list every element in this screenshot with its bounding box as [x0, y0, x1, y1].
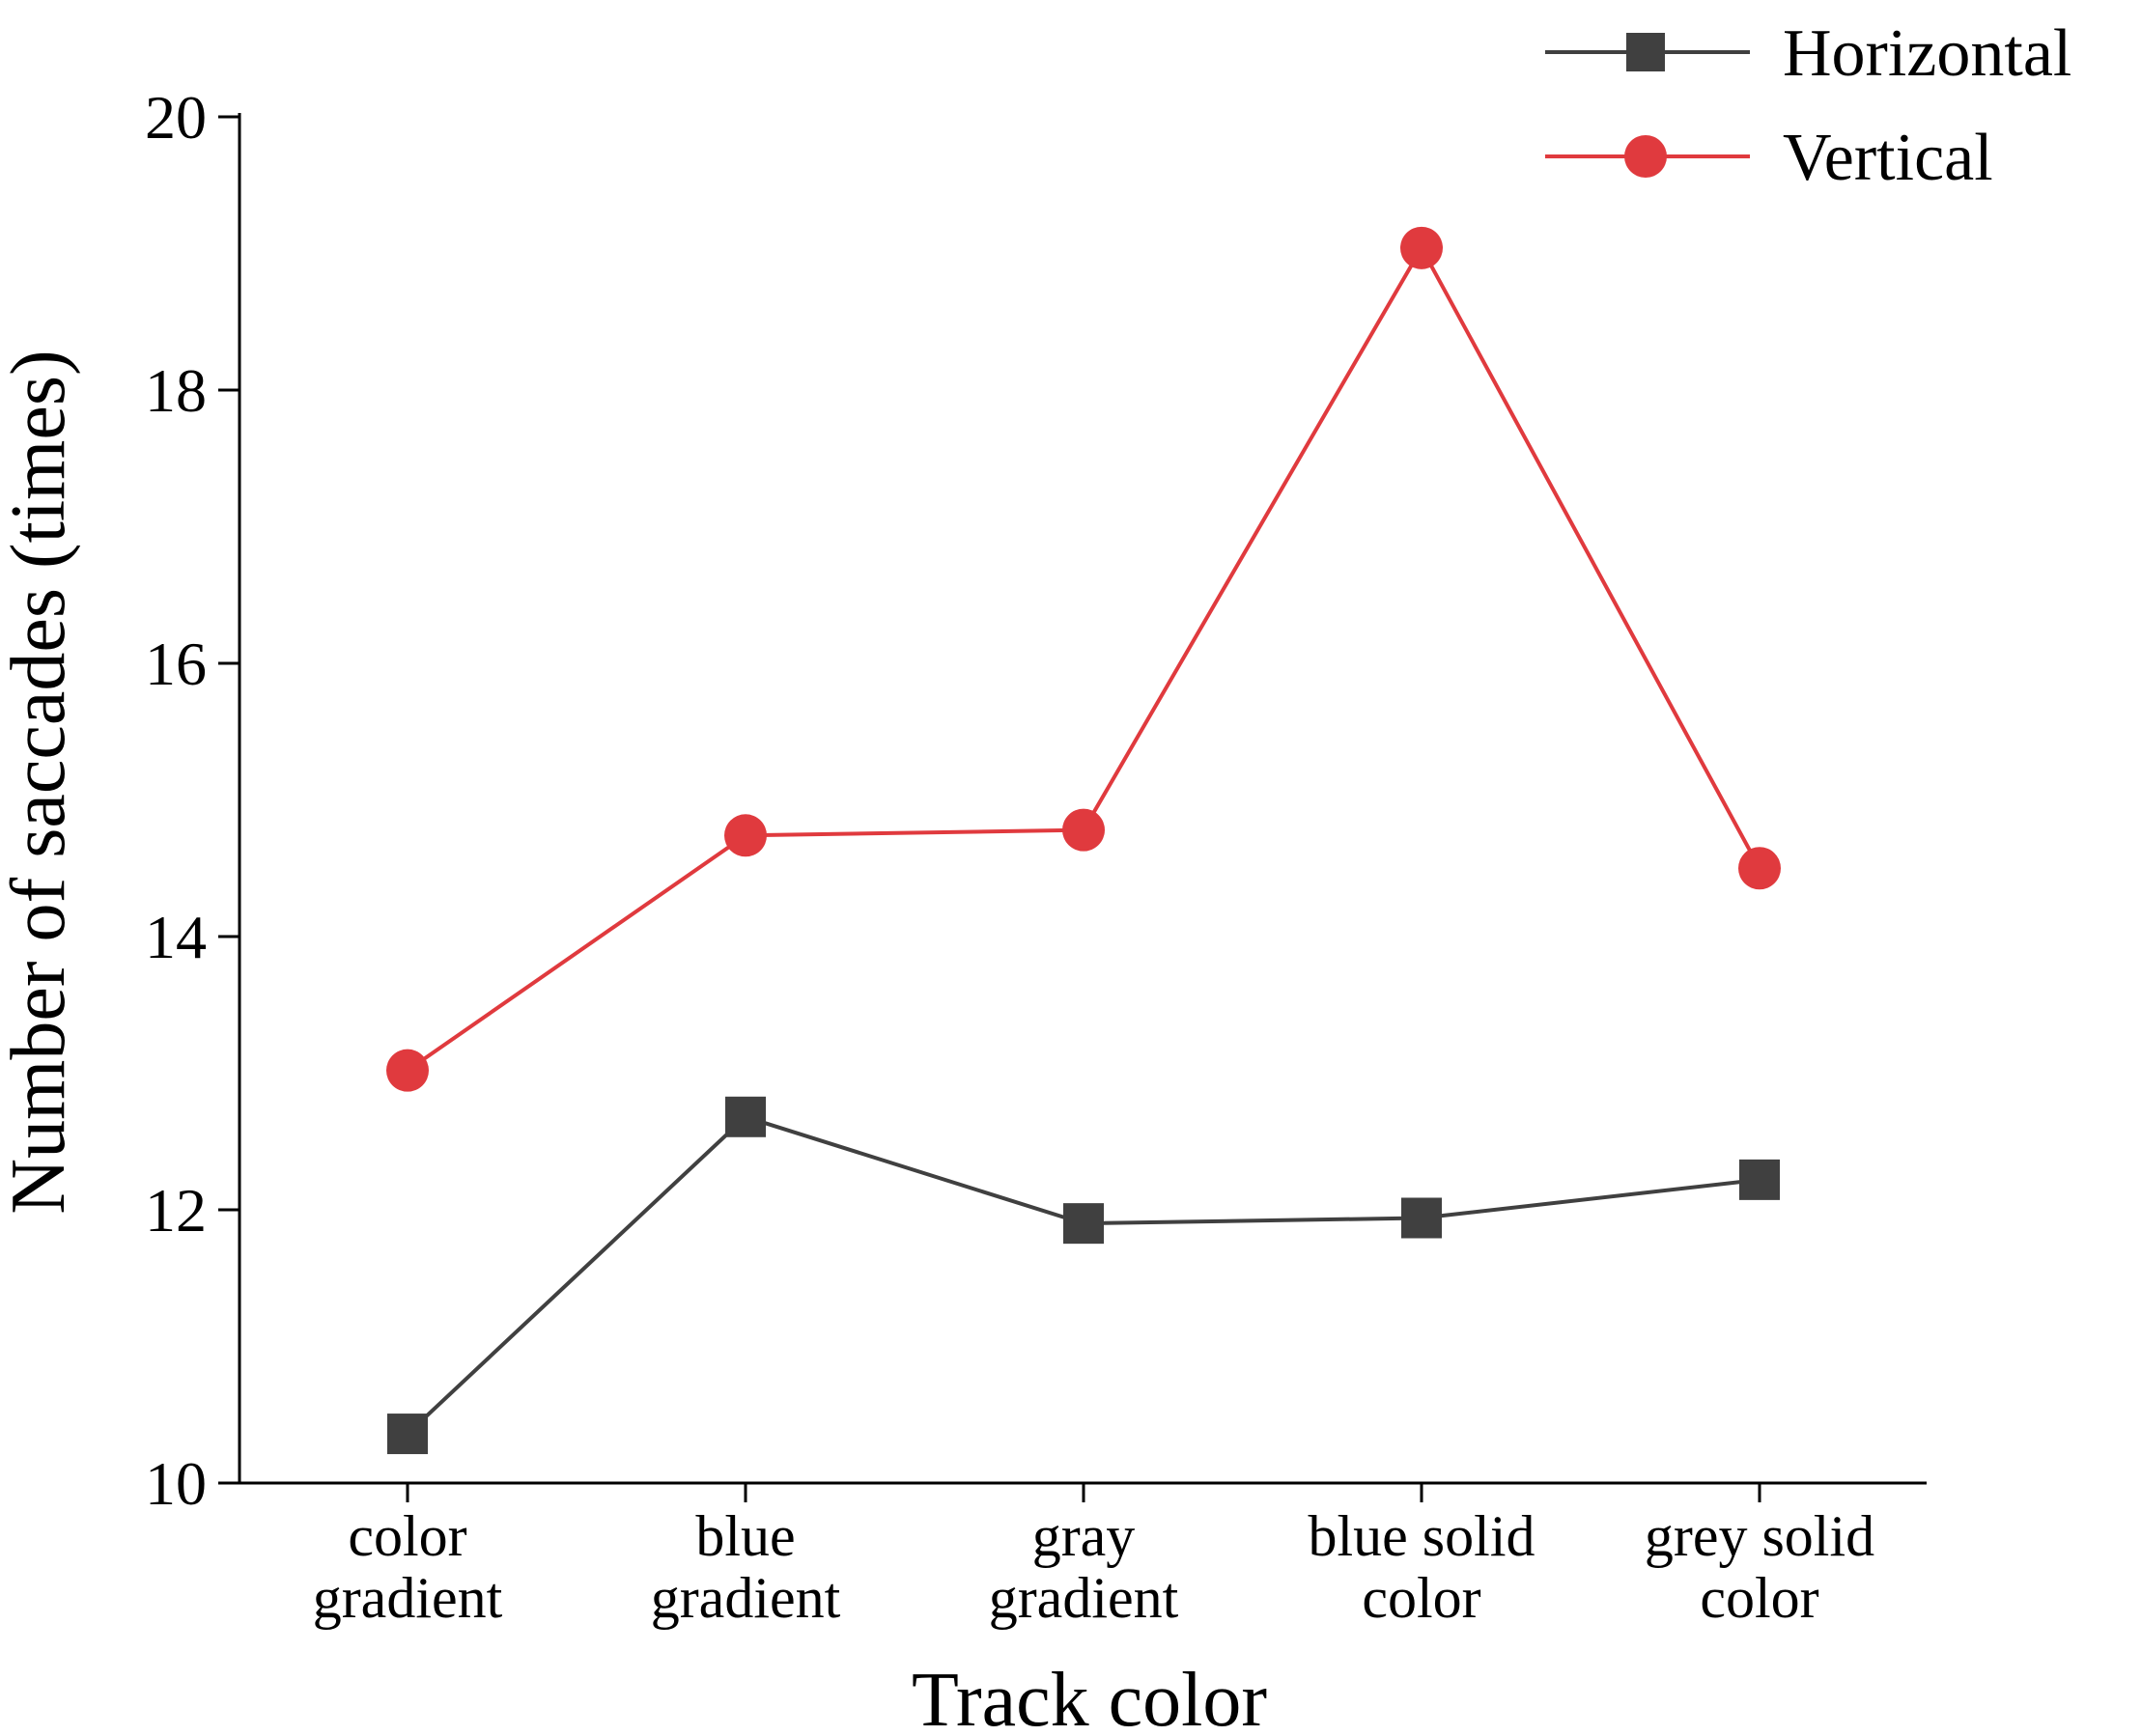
- series-horizontal: [387, 1096, 1780, 1455]
- axes: [238, 113, 1927, 1485]
- x-tick-label: blue: [695, 1504, 795, 1568]
- data-point: [725, 1096, 766, 1137]
- legend: Horizontal Vertical: [1545, 16, 2071, 195]
- legend-marker: [1624, 135, 1667, 178]
- data-point: [1063, 1203, 1104, 1245]
- data-point: [387, 1414, 428, 1455]
- x-axis-title: Track color: [912, 1658, 1267, 1736]
- data-point: [1738, 847, 1781, 890]
- x-tick-label: gradient: [651, 1566, 841, 1630]
- legend-label: Vertical: [1783, 121, 1993, 195]
- data-point: [1739, 1159, 1780, 1200]
- series-group: [386, 226, 1781, 1455]
- x-tick-label: color: [1362, 1566, 1480, 1630]
- x-tick-label: gradient: [989, 1566, 1179, 1630]
- series-vertical: [386, 226, 1781, 1092]
- legend-marker: [1626, 33, 1665, 71]
- y-tick-label: 18: [145, 356, 207, 425]
- legend-label: Horizontal: [1783, 16, 2071, 91]
- data-point: [1401, 1197, 1442, 1239]
- data-point: [386, 1049, 429, 1092]
- legend-item-horizontal: Horizontal: [1545, 16, 2071, 91]
- x-tick-label: blue solid: [1309, 1504, 1535, 1568]
- data-point: [1400, 226, 1443, 269]
- data-point: [1062, 808, 1105, 852]
- y-tick-label: 20: [145, 83, 207, 152]
- x-tick-label: grey solid: [1645, 1504, 1874, 1568]
- y-ticks: 10 12 14 16 18 20: [145, 83, 239, 1518]
- y-tick-label: 16: [145, 630, 207, 698]
- x-tick-label: color: [348, 1504, 466, 1568]
- series-line: [406, 245, 1761, 1073]
- x-categories: colorgradientbluegradientgraygradientblu…: [313, 1483, 1874, 1630]
- y-tick-label: 14: [145, 903, 207, 971]
- series-line: [406, 1114, 1761, 1436]
- x-tick-label: gradient: [313, 1566, 503, 1630]
- y-tick-label: 10: [145, 1449, 207, 1518]
- legend-item-vertical: Vertical: [1545, 121, 1993, 195]
- x-tick-label: gray: [1032, 1504, 1136, 1568]
- y-tick-label: 12: [145, 1176, 207, 1245]
- data-point: [724, 814, 767, 857]
- y-axis-title: Number of saccades (times): [0, 350, 81, 1214]
- x-tick-label: color: [1700, 1566, 1818, 1630]
